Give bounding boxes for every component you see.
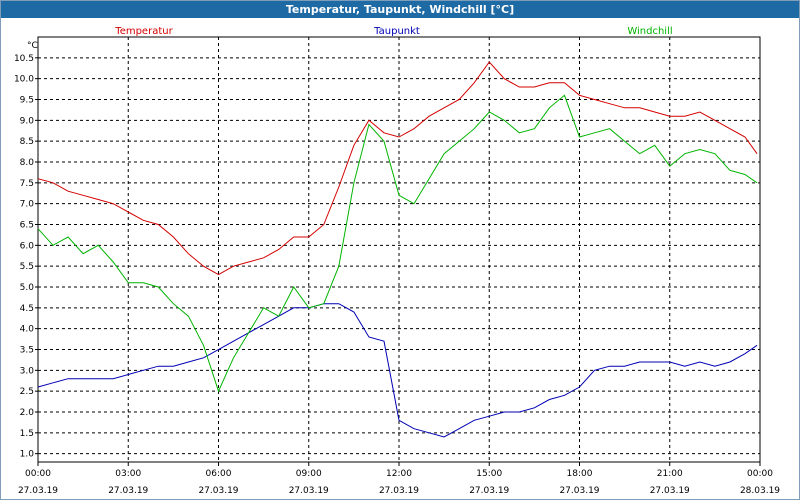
x-tick-date: 27.03.19 — [289, 486, 329, 496]
y-tick-label: 7.5 — [20, 179, 34, 189]
series-lines — [37, 61, 758, 438]
y-tick-label: 4.0 — [20, 325, 35, 335]
x-tick-time: 12:00 — [386, 469, 412, 479]
y-tick-label: 9.0 — [20, 116, 35, 126]
x-tick-time: 00:00 — [747, 469, 773, 479]
y-tick-label: 10.0 — [14, 75, 34, 85]
y-axis-label: °C — [27, 41, 38, 51]
y-tick-label: 3.5 — [20, 346, 34, 356]
x-axis: 00:00 27.03.19 03:00 27.03.19 06:00 27.03.19 0… — [18, 462, 780, 496]
y-tick-label: 4.5 — [20, 304, 34, 314]
y-tick-label: 6.0 — [20, 241, 35, 251]
y-tick-label: 10.5 — [14, 54, 34, 64]
x-tick-time: 03:00 — [115, 469, 141, 479]
series-line-taupunkt — [37, 303, 758, 438]
y-tick-label: 2.0 — [20, 408, 35, 418]
series-line-windchill — [37, 94, 758, 393]
y-tick-label: 5.5 — [20, 262, 34, 272]
x-tick-date: 27.03.19 — [198, 486, 238, 496]
x-tick-date: 27.03.19 — [559, 486, 599, 496]
grid-lines — [38, 37, 760, 462]
y-tick-label: 8.0 — [20, 158, 35, 168]
y-tick-label: 5.0 — [20, 283, 35, 293]
x-tick-time: 18:00 — [567, 469, 593, 479]
legend: Temperatur Taupunkt Windchill — [114, 26, 672, 37]
x-tick-date: 27.03.19 — [469, 486, 509, 496]
x-tick-date: 27.03.19 — [108, 486, 148, 496]
x-tick-time: 15:00 — [476, 469, 502, 479]
x-tick-date: 27.03.19 — [18, 486, 58, 496]
legend-item-temperatur: Temperatur — [114, 26, 173, 37]
x-tick-time: 09:00 — [296, 469, 322, 479]
window-title: Temperatur, Taupunkt, Windchill [°C] — [1, 1, 799, 18]
y-tick-label: 1.0 — [20, 450, 35, 460]
y-tick-label: 9.5 — [20, 96, 34, 106]
x-tick-date: 28.03.19 — [740, 486, 780, 496]
x-tick-date: 27.03.19 — [650, 486, 690, 496]
y-tick-label: 1.5 — [20, 429, 34, 439]
y-axis: 1.0 1.5 2.0 2.5 3.0 3.5 4.0 4.5 5.0 5.5 6.0 6.5 7.0 7… — [14, 54, 38, 460]
legend-item-taupunkt: Taupunkt — [373, 26, 420, 37]
x-tick-time: 21:00 — [657, 469, 683, 479]
legend-item-windchill: Windchill — [627, 26, 672, 37]
x-tick-date: 27.03.19 — [379, 486, 419, 496]
x-tick-time: 06:00 — [206, 469, 232, 479]
y-tick-label: 2.5 — [20, 387, 34, 397]
y-tick-label: 8.5 — [20, 137, 34, 147]
x-tick-time: 00:00 — [25, 469, 51, 479]
y-tick-label: 7.0 — [20, 200, 35, 210]
y-tick-label: 3.0 — [20, 366, 35, 376]
y-tick-label: 6.5 — [20, 221, 34, 231]
series-line-temperatur — [37, 61, 758, 276]
